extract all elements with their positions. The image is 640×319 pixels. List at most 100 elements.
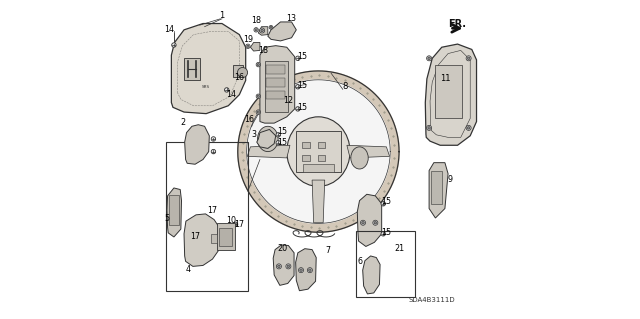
Text: 17: 17 [234,220,244,229]
Circle shape [276,264,282,269]
Text: 19: 19 [243,35,253,44]
Text: 15: 15 [298,81,308,90]
Polygon shape [246,80,390,223]
Polygon shape [429,163,448,218]
Circle shape [254,28,259,32]
Circle shape [234,222,238,226]
Bar [435,65,462,118]
Text: 17: 17 [190,232,200,241]
Polygon shape [172,24,246,114]
Circle shape [202,144,204,146]
Bar [220,228,232,246]
Circle shape [367,275,369,278]
Circle shape [300,269,302,271]
Circle shape [247,45,249,48]
Circle shape [296,107,300,111]
Circle shape [467,127,470,129]
Text: 15: 15 [277,137,287,147]
Text: 13: 13 [286,14,296,23]
Circle shape [307,268,312,273]
Circle shape [374,275,376,278]
Circle shape [381,232,385,236]
Bar [166,142,248,291]
Circle shape [428,127,430,129]
Ellipse shape [351,147,368,169]
Polygon shape [250,42,260,51]
Circle shape [210,239,214,243]
Circle shape [191,235,193,238]
Circle shape [286,264,291,269]
Polygon shape [363,256,380,294]
Circle shape [200,143,205,148]
Polygon shape [357,194,381,247]
Bar [431,171,442,204]
Text: 2: 2 [181,118,186,127]
Circle shape [257,111,259,113]
Text: 15: 15 [381,197,392,206]
Text: 8: 8 [342,82,348,91]
Circle shape [466,125,471,130]
Polygon shape [211,234,217,243]
Bar [266,65,285,74]
Circle shape [189,234,195,240]
Circle shape [381,202,385,206]
Circle shape [270,26,272,28]
Circle shape [255,29,257,31]
Ellipse shape [257,126,278,152]
Text: 15: 15 [381,228,392,237]
Circle shape [211,137,216,141]
Text: 15: 15 [277,127,287,136]
Text: 5: 5 [164,214,170,223]
Circle shape [256,94,260,99]
Text: SDA4B3111D: SDA4B3111D [408,297,455,303]
Polygon shape [312,180,324,223]
Circle shape [237,68,248,78]
Circle shape [362,221,364,224]
Text: 6: 6 [358,257,363,266]
Circle shape [261,29,264,32]
Text: 1: 1 [219,11,224,20]
Text: 14: 14 [164,25,174,34]
Text: 10: 10 [226,216,236,225]
Circle shape [278,265,280,268]
Bar [318,155,325,161]
Circle shape [365,274,371,279]
Bar [356,231,415,297]
Bar [302,155,310,161]
Circle shape [308,269,311,271]
Text: 4: 4 [186,265,190,274]
Circle shape [428,57,430,60]
Circle shape [374,221,376,224]
Bar [296,131,340,172]
Circle shape [211,240,213,242]
Circle shape [296,85,300,89]
Text: 7: 7 [325,246,330,255]
Text: 21: 21 [394,244,404,253]
Text: 20: 20 [278,244,288,253]
Circle shape [296,56,300,61]
Polygon shape [185,125,209,164]
Circle shape [287,265,290,268]
Ellipse shape [287,117,350,186]
Text: FR.: FR. [448,19,466,29]
Polygon shape [273,245,294,286]
Text: 15: 15 [298,52,308,61]
Polygon shape [238,71,399,232]
Text: 12: 12 [284,97,294,106]
Circle shape [225,88,229,92]
Circle shape [373,220,378,225]
Bar [233,65,243,77]
Bar [217,223,235,250]
Circle shape [257,63,259,66]
Bar [318,142,325,148]
Bar [169,195,179,225]
Circle shape [246,44,250,48]
Polygon shape [257,130,276,148]
Text: 18: 18 [251,16,261,25]
Bar [303,164,334,172]
Polygon shape [268,22,296,41]
Circle shape [256,63,260,67]
Circle shape [210,234,214,238]
Circle shape [211,149,216,154]
Bar [266,78,285,87]
